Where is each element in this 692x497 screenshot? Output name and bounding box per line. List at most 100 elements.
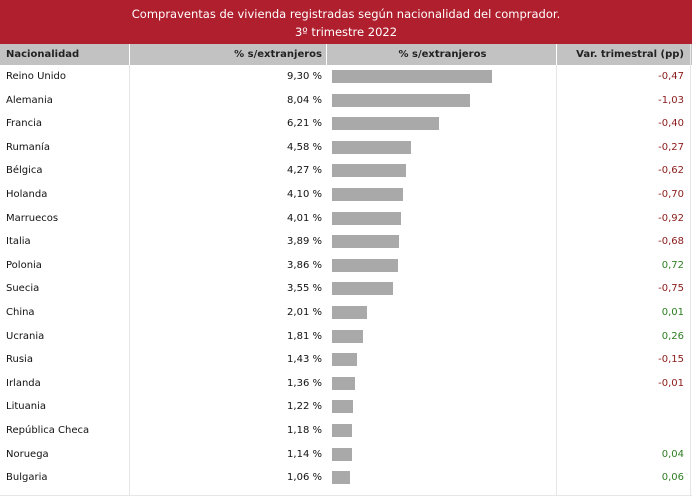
row-bar-track	[332, 65, 554, 89]
row-nationality: Rusia	[6, 354, 33, 366]
table-row: Rusia 1,43 % -0,15	[0, 348, 692, 372]
row-var-label: -0,68	[658, 236, 684, 248]
row-bar	[332, 70, 492, 83]
row-nationality: Reino Unido	[6, 71, 66, 82]
row-bar	[332, 353, 357, 367]
row-nationality: Bélgica	[6, 165, 43, 177]
row-pct-label: 2,01 %	[287, 306, 322, 318]
table-row: Rumanía 4,58 % -0,27	[0, 136, 692, 160]
row-var-label: 0,72	[661, 259, 684, 271]
row-bar	[332, 93, 471, 107]
row-var-label: 0,26	[661, 330, 684, 342]
row-var-label: -0,01	[658, 377, 684, 389]
row-var-label	[557, 419, 684, 443]
row-nationality: Francia	[6, 118, 43, 130]
row-bar	[332, 187, 403, 201]
column-divider	[556, 44, 557, 495]
row-bar	[332, 400, 353, 414]
row-var-label: -0,75	[658, 283, 684, 295]
row-pct-label: 3,89 %	[287, 236, 322, 248]
row-bar	[332, 164, 406, 178]
row-nationality: Noruega	[6, 448, 49, 460]
table-row: Noruega 1,14 % 0,04	[0, 443, 692, 467]
table-bottom-border	[0, 495, 692, 496]
row-bar-track	[332, 254, 554, 278]
row-bar-track	[332, 372, 554, 396]
row-nationality: Alemania	[6, 94, 53, 106]
row-var-label: -0,70	[658, 188, 684, 200]
table-row: Irlanda 1,36 % -0,01	[0, 372, 692, 396]
row-nationality: Holanda	[6, 188, 48, 200]
column-divider	[129, 44, 130, 495]
row-bar	[332, 282, 394, 296]
row-nationality: Polonia	[6, 259, 42, 271]
row-bar-track	[332, 183, 554, 207]
chart-subtitle: 3º trimestre 2022	[294, 25, 398, 39]
row-var-label: 0,06	[661, 472, 684, 484]
row-bar	[332, 117, 439, 131]
row-nationality: Marruecos	[6, 212, 59, 224]
row-var-label: 0,01	[661, 306, 684, 318]
row-var-label: -0,40	[658, 118, 684, 130]
row-bar-track	[332, 136, 554, 160]
row-nationality: Lituania	[6, 401, 46, 413]
row-pct-label: 4,58 %	[287, 141, 322, 153]
row-bar	[332, 329, 364, 343]
row-var-label: -0,15	[658, 354, 684, 366]
table-header: Nacionalidad % s/extranjeros % s/extranj…	[0, 44, 692, 65]
row-pct-label: 4,27 %	[287, 165, 322, 177]
row-bar-track	[332, 159, 554, 183]
table-row: Francia 6,21 % -0,40	[0, 112, 692, 136]
table-row: Bulgaria 1,06 % 0,06	[0, 466, 692, 490]
row-nationality: Rumanía	[6, 141, 50, 153]
row-pct-label: 3,55 %	[287, 283, 322, 295]
row-pct-label: 1,14 %	[287, 448, 322, 460]
table-row: Marruecos 4,01 % -0,92	[0, 207, 692, 231]
header-divider	[129, 44, 130, 65]
row-var-label: -0,92	[658, 212, 684, 224]
row-bar	[332, 258, 399, 272]
row-bar	[332, 423, 353, 437]
row-bar-track	[332, 443, 554, 467]
table-row: Lituania 1,22 %	[0, 395, 692, 419]
column-divider	[690, 44, 691, 495]
row-var-label: -1,03	[658, 94, 684, 106]
row-bar-track	[332, 466, 554, 490]
header-divider	[556, 44, 557, 65]
table-row: Ucrania 1,81 % 0,26	[0, 325, 692, 349]
row-pct-label: 1,36 %	[287, 377, 322, 389]
table-row: Bélgica 4,27 % -0,62	[0, 159, 692, 183]
row-pct-label: 4,10 %	[287, 188, 322, 200]
row-pct-label: 1,22 %	[287, 401, 322, 413]
table-row: Italia 3,89 % -0,68	[0, 230, 692, 254]
row-bar-track	[332, 112, 554, 136]
header-nationality: Nacionalidad	[6, 49, 80, 60]
table-row: China 2,01 % 0,01	[0, 301, 692, 325]
header-var: Var. trimestral (pp)	[576, 49, 684, 60]
row-bar-track	[332, 301, 554, 325]
row-nationality: Italia	[6, 236, 31, 248]
row-bar	[332, 471, 351, 485]
table-row: Holanda 4,10 % -0,70	[0, 183, 692, 207]
row-bar	[332, 305, 367, 319]
row-pct-label: 1,18 %	[287, 424, 322, 436]
row-bar-track	[332, 207, 554, 231]
row-pct-label: 6,21 %	[287, 118, 322, 130]
header-pct: % s/extranjeros	[234, 49, 322, 60]
table-body: Reino Unido 9,30 % -0,47 Alemania 8,04 % -1,0…	[0, 65, 692, 490]
row-nationality: República Checa	[6, 424, 90, 436]
row-pct-label: 3,86 %	[287, 259, 322, 271]
title-band: Compraventas de vivienda registradas seg…	[0, 0, 692, 44]
row-pct-label: 8,04 %	[287, 94, 322, 106]
row-bar-track	[332, 395, 554, 419]
table-row: República Checa 1,18 %	[0, 419, 692, 443]
row-bar-track	[332, 230, 554, 254]
row-var-label: 0,04	[661, 448, 684, 460]
row-pct-label: 1,06 %	[287, 472, 322, 484]
row-bar	[332, 376, 356, 390]
row-bar-track	[332, 348, 554, 372]
row-pct-label: 1,81 %	[287, 330, 322, 342]
row-pct-label: 1,43 %	[287, 354, 322, 366]
row-bar	[332, 140, 411, 154]
